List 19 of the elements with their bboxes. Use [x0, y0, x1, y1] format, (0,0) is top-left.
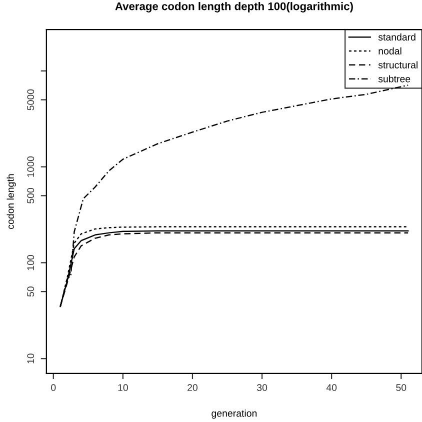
y-tick-label: 100 [27, 254, 34, 270]
y-tick-label: 5000 [27, 89, 34, 110]
chart-title: Average codon length depth 100(logarithmic) [115, 2, 353, 12]
x-tick-label: 0 [51, 384, 56, 392]
legend-label: standard [378, 33, 416, 41]
y-axis-title: codon length [6, 174, 16, 229]
x-tick-label: 10 [118, 384, 128, 392]
legend-label: structural [378, 61, 418, 68]
legend-label: subtree [378, 75, 410, 82]
legend-label: nodal [378, 47, 402, 54]
x-tick-label: 30 [256, 384, 268, 392]
y-tick-label: 50 [27, 286, 34, 297]
y-tick-label: 500 [27, 188, 34, 204]
y-tick-label: 10 [27, 354, 34, 364]
y-tick-label: 1000 [27, 156, 34, 177]
x-tick-label: 20 [188, 384, 198, 392]
x-axis-title: generation [212, 410, 257, 419]
x-tick-label: 40 [326, 384, 337, 392]
x-tick-label: 50 [396, 384, 406, 392]
